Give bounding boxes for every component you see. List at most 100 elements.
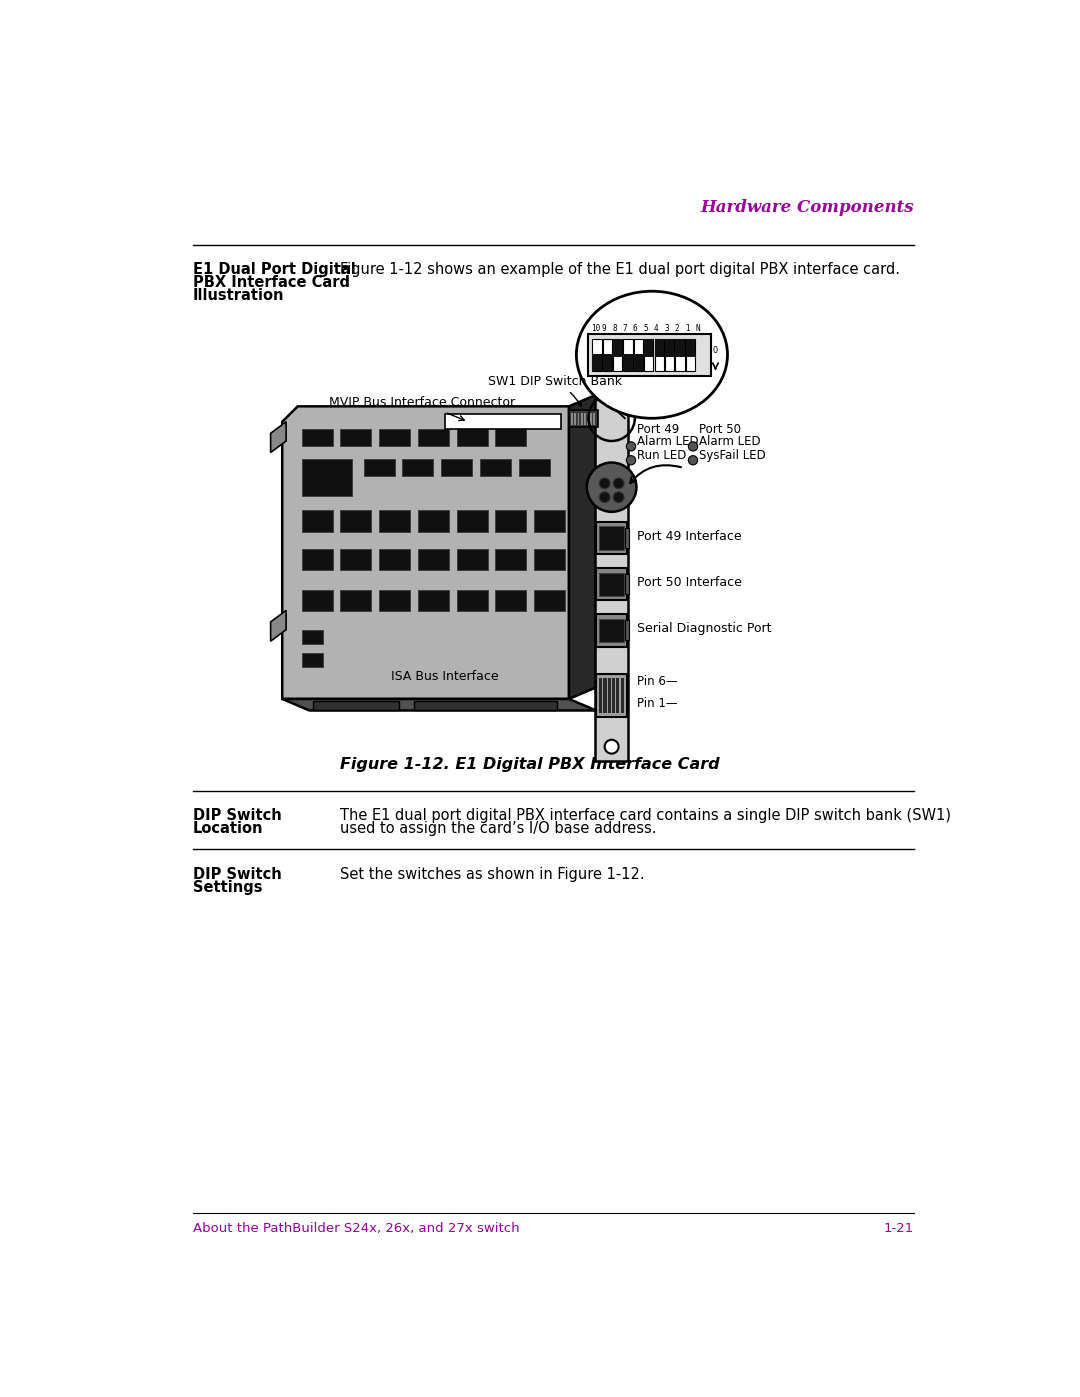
- FancyBboxPatch shape: [603, 339, 612, 372]
- Text: SysFail LED: SysFail LED: [699, 448, 766, 461]
- FancyBboxPatch shape: [675, 339, 685, 372]
- FancyBboxPatch shape: [301, 510, 333, 532]
- FancyBboxPatch shape: [364, 458, 394, 475]
- FancyBboxPatch shape: [599, 678, 603, 712]
- FancyBboxPatch shape: [496, 590, 526, 610]
- Text: 8: 8: [612, 324, 617, 334]
- FancyBboxPatch shape: [675, 339, 685, 356]
- FancyBboxPatch shape: [457, 549, 488, 570]
- FancyBboxPatch shape: [634, 353, 643, 372]
- Text: Settings: Settings: [193, 880, 262, 895]
- FancyBboxPatch shape: [535, 549, 565, 570]
- Text: 9: 9: [602, 324, 607, 334]
- Polygon shape: [313, 701, 399, 710]
- FancyBboxPatch shape: [586, 412, 589, 425]
- Circle shape: [626, 441, 636, 451]
- Text: About the PathBuilder S24x, 26x, and 27x switch: About the PathBuilder S24x, 26x, and 27x…: [193, 1222, 519, 1235]
- FancyBboxPatch shape: [625, 528, 630, 548]
- FancyBboxPatch shape: [592, 339, 602, 372]
- FancyBboxPatch shape: [654, 339, 664, 356]
- FancyBboxPatch shape: [617, 678, 619, 712]
- FancyBboxPatch shape: [340, 549, 372, 570]
- FancyBboxPatch shape: [379, 429, 410, 447]
- FancyBboxPatch shape: [654, 339, 664, 372]
- FancyBboxPatch shape: [575, 412, 577, 425]
- FancyBboxPatch shape: [623, 339, 633, 372]
- FancyBboxPatch shape: [613, 339, 622, 372]
- FancyBboxPatch shape: [583, 412, 585, 425]
- FancyBboxPatch shape: [518, 458, 550, 475]
- FancyBboxPatch shape: [613, 339, 622, 356]
- Text: 5: 5: [644, 324, 648, 334]
- FancyBboxPatch shape: [496, 510, 526, 532]
- FancyBboxPatch shape: [457, 590, 488, 610]
- FancyBboxPatch shape: [596, 569, 627, 601]
- Text: Hardware Components: Hardware Components: [700, 200, 914, 217]
- FancyBboxPatch shape: [301, 458, 352, 496]
- FancyBboxPatch shape: [535, 590, 565, 610]
- FancyBboxPatch shape: [599, 573, 624, 595]
- FancyBboxPatch shape: [665, 339, 674, 372]
- FancyBboxPatch shape: [608, 678, 611, 712]
- Circle shape: [613, 478, 624, 489]
- FancyBboxPatch shape: [496, 549, 526, 570]
- Text: Pin 6—: Pin 6—: [637, 675, 678, 689]
- Text: Alarm LED: Alarm LED: [637, 434, 699, 448]
- Text: Illustration: Illustration: [193, 288, 285, 303]
- Text: MVIP Bus Interface Connector: MVIP Bus Interface Connector: [328, 397, 515, 420]
- FancyBboxPatch shape: [578, 412, 580, 425]
- FancyBboxPatch shape: [625, 620, 630, 640]
- FancyBboxPatch shape: [441, 458, 472, 475]
- Text: 10: 10: [592, 324, 600, 334]
- Text: Location: Location: [193, 821, 264, 837]
- FancyBboxPatch shape: [535, 510, 565, 532]
- Polygon shape: [414, 701, 557, 710]
- Text: Serial Diagnostic Port: Serial Diagnostic Port: [637, 622, 772, 636]
- Circle shape: [688, 455, 698, 465]
- Text: Port 50: Port 50: [699, 423, 741, 436]
- FancyBboxPatch shape: [301, 652, 323, 666]
- FancyBboxPatch shape: [599, 619, 624, 643]
- FancyBboxPatch shape: [625, 574, 630, 594]
- FancyBboxPatch shape: [686, 339, 694, 356]
- Text: 6: 6: [633, 324, 637, 334]
- Circle shape: [626, 455, 636, 465]
- Text: 7: 7: [622, 324, 627, 334]
- Text: 4: 4: [653, 324, 659, 334]
- FancyBboxPatch shape: [604, 678, 607, 712]
- Text: ISA Bus Interface: ISA Bus Interface: [391, 669, 498, 683]
- FancyBboxPatch shape: [418, 429, 449, 447]
- Circle shape: [599, 492, 610, 503]
- FancyBboxPatch shape: [403, 458, 433, 475]
- FancyBboxPatch shape: [612, 678, 616, 712]
- Polygon shape: [569, 395, 596, 698]
- FancyBboxPatch shape: [599, 527, 624, 549]
- FancyBboxPatch shape: [301, 630, 323, 644]
- Text: PBX Interface Card: PBX Interface Card: [193, 275, 350, 289]
- Text: Alarm LED: Alarm LED: [699, 434, 760, 448]
- Text: Port 49 Interface: Port 49 Interface: [637, 529, 742, 542]
- Text: 1: 1: [685, 324, 689, 334]
- FancyBboxPatch shape: [621, 678, 623, 712]
- FancyBboxPatch shape: [596, 615, 627, 647]
- FancyBboxPatch shape: [590, 412, 592, 425]
- Text: DIP Switch: DIP Switch: [193, 866, 282, 882]
- Circle shape: [586, 462, 636, 511]
- FancyBboxPatch shape: [418, 510, 449, 532]
- FancyBboxPatch shape: [665, 339, 674, 356]
- FancyBboxPatch shape: [597, 335, 625, 352]
- FancyBboxPatch shape: [634, 339, 643, 372]
- Text: Figure 1-12 shows an example of the E1 dual port digital PBX interface card.: Figure 1-12 shows an example of the E1 d…: [340, 261, 901, 277]
- Circle shape: [613, 492, 624, 503]
- FancyBboxPatch shape: [595, 352, 627, 760]
- Text: Port 50 Interface: Port 50 Interface: [637, 576, 742, 588]
- Text: 1-21: 1-21: [883, 1222, 914, 1235]
- FancyBboxPatch shape: [457, 510, 488, 532]
- FancyBboxPatch shape: [418, 590, 449, 610]
- Text: Set the switches as shown in Figure 1-12.: Set the switches as shown in Figure 1-12…: [340, 866, 645, 882]
- FancyBboxPatch shape: [340, 429, 372, 447]
- Polygon shape: [271, 610, 286, 641]
- FancyBboxPatch shape: [418, 549, 449, 570]
- Circle shape: [688, 441, 698, 451]
- FancyBboxPatch shape: [340, 510, 372, 532]
